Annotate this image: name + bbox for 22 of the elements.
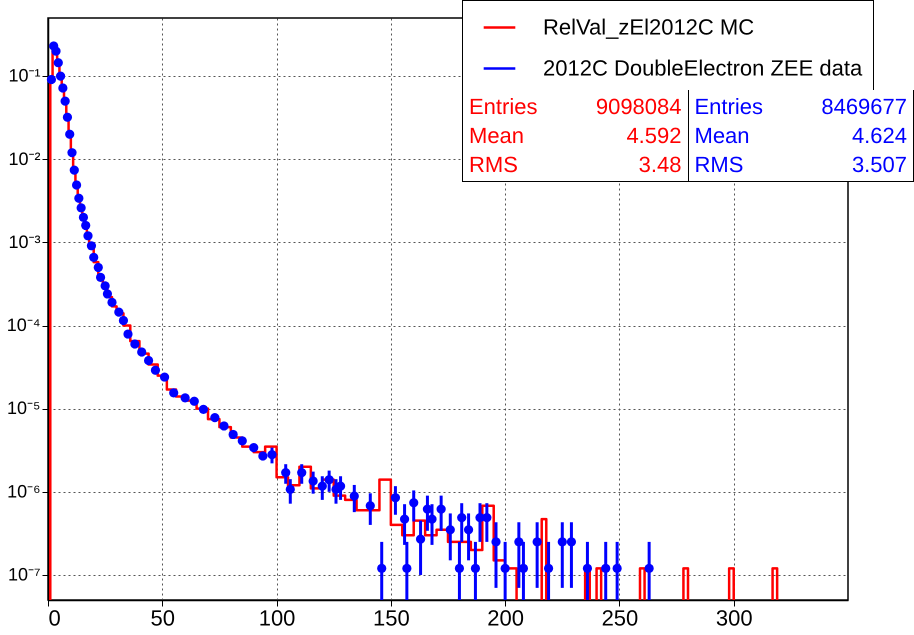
y-tick-label: 10⁻⁷ [8,564,40,584]
x-tick-label: 100 [258,606,296,630]
y-tick-label: 10⁻⁴ [6,315,40,336]
legend-label: RelVal_zEl2012C MC [543,14,754,40]
x-tick-label: 50 [150,606,176,630]
legend-label: 2012C DoubleElectron ZEE data [543,56,863,80]
y-tick-label: 10⁻² [8,148,41,169]
x-tick-label: 250 [602,606,638,630]
text: RMS 3.48 [469,152,682,177]
text: Mean 4.592 [469,123,682,148]
x-tick-label: 0 [48,606,61,630]
x-tick-label: 150 [373,606,410,630]
text: RMS 3.507 [694,152,907,177]
x-tick-label: 200 [487,606,524,630]
y-tick-label: 10⁻⁶ [7,481,40,502]
y-tick-label: 10⁻⁵ [7,398,40,418]
text: Entries 9098084 [469,94,682,119]
text: Entries 8469677 [694,94,907,119]
y-tick-label: 10⁻³ [8,232,41,252]
y-tick-label: 10⁻¹ [8,66,41,86]
text: Mean 4.624 [694,123,907,148]
x-tick-label: 300 [716,606,753,630]
